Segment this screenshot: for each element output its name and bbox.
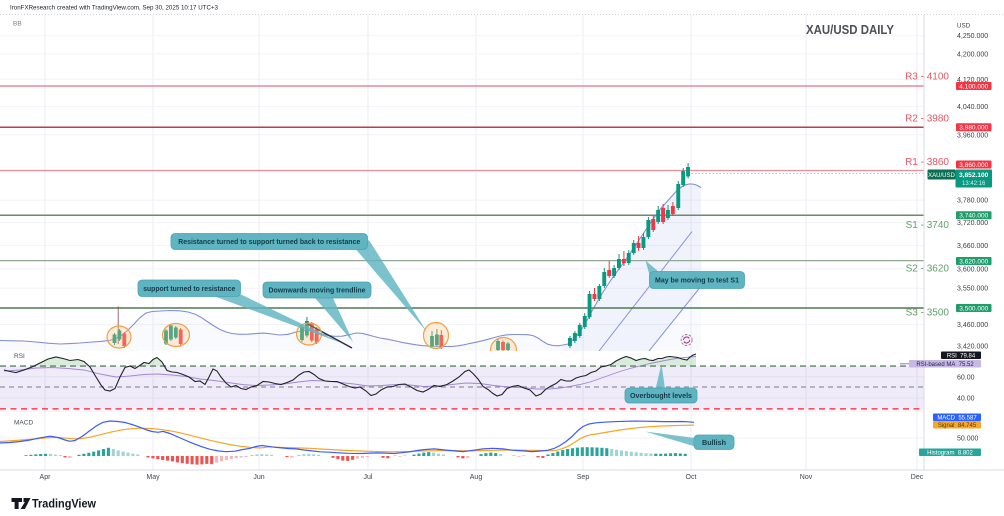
svg-text:Dec: Dec: [911, 474, 924, 481]
svg-text:S1 - 3740: S1 - 3740: [906, 220, 950, 231]
svg-text:Bullish: Bullish: [702, 438, 726, 447]
svg-text:May be moving to test S1: May be moving to test S1: [655, 276, 739, 285]
svg-text:R3 - 4100: R3 - 4100: [905, 72, 949, 83]
svg-text:R1 - 3860: R1 - 3860: [905, 157, 949, 168]
svg-text:3,500.000: 3,500.000: [959, 305, 988, 312]
svg-text:USD: USD: [957, 23, 971, 30]
svg-text:4,100.000: 4,100.000: [959, 83, 988, 90]
svg-text:3,960.000: 3,960.000: [957, 132, 988, 139]
svg-text:4,250.000: 4,250.000: [957, 33, 988, 40]
svg-text:3,780.000: 3,780.000: [957, 198, 988, 205]
svg-text:RSI 79.84: RSI 79.84: [947, 354, 976, 360]
svg-text:R2 - 3980: R2 - 3980: [905, 114, 949, 125]
svg-text:3,550.000: 3,550.000: [957, 286, 988, 293]
svg-text:Jul: Jul: [364, 474, 373, 481]
svg-text:Histogram 8.802: Histogram 8.802: [927, 451, 973, 457]
svg-text:Jun: Jun: [253, 474, 264, 481]
svg-text:3,980.000: 3,980.000: [959, 125, 988, 132]
svg-text:S3 - 3500: S3 - 3500: [906, 308, 950, 319]
svg-text:Apr: Apr: [40, 474, 52, 481]
svg-text:4,120.000: 4,120.000: [957, 77, 988, 84]
svg-text:Signal 84.745: Signal 84.745: [938, 423, 977, 429]
svg-text:RSI: RSI: [14, 353, 25, 360]
svg-text:Oct: Oct: [686, 474, 697, 481]
svg-text:3,460.000: 3,460.000: [957, 322, 988, 329]
svg-text:3,620.000: 3,620.000: [959, 258, 988, 265]
svg-text:3,740.000: 3,740.000: [959, 213, 988, 220]
svg-text:3,660.000: 3,660.000: [957, 243, 988, 250]
svg-text:XAU/USD: XAU/USD: [928, 173, 955, 179]
svg-text:4,200.000: 4,200.000: [957, 51, 988, 58]
svg-text:XAU/USD DAILY: XAU/USD DAILY: [806, 22, 894, 37]
svg-text:4,040.000: 4,040.000: [957, 104, 988, 111]
svg-text:Overbought levels: Overbought levels: [630, 391, 692, 400]
svg-text:MACD 55.587: MACD 55.587: [937, 416, 977, 422]
svg-text:RSI-based MA 75.52: RSI-based MA 75.52: [916, 362, 974, 368]
svg-text:Nov: Nov: [800, 474, 813, 481]
svg-text:Sep: Sep: [577, 474, 590, 481]
svg-text:50.000: 50.000: [957, 436, 979, 443]
svg-text:Aug: Aug: [470, 474, 483, 481]
svg-text:40.00: 40.00: [957, 396, 975, 403]
svg-text:TradingView: TradingView: [32, 499, 96, 511]
svg-text:3,420.000: 3,420.000: [957, 344, 988, 351]
svg-text:3,600.000: 3,600.000: [957, 266, 988, 273]
svg-text:60.00: 60.00: [957, 374, 975, 381]
svg-text:3,852.100: 3,852.100: [959, 172, 989, 179]
svg-text:May: May: [146, 474, 160, 481]
svg-text:Resistance turned to support t: Resistance turned to support turned back…: [178, 237, 360, 246]
svg-text:3,860.000: 3,860.000: [959, 162, 988, 169]
svg-text:support turned to resistance: support turned to resistance: [143, 284, 235, 293]
svg-text:3,720.000: 3,720.000: [957, 220, 988, 227]
svg-text:MACD: MACD: [14, 420, 33, 427]
svg-text:IronFXResearch created with Tr: IronFXResearch created with TradingView.…: [10, 5, 218, 12]
svg-text:Downwards moving trendline: Downwards moving trendline: [269, 286, 366, 295]
svg-text:S2 - 3620: S2 - 3620: [906, 264, 950, 275]
svg-text:BB: BB: [13, 21, 22, 28]
svg-text:13:42:16: 13:42:16: [962, 181, 986, 187]
